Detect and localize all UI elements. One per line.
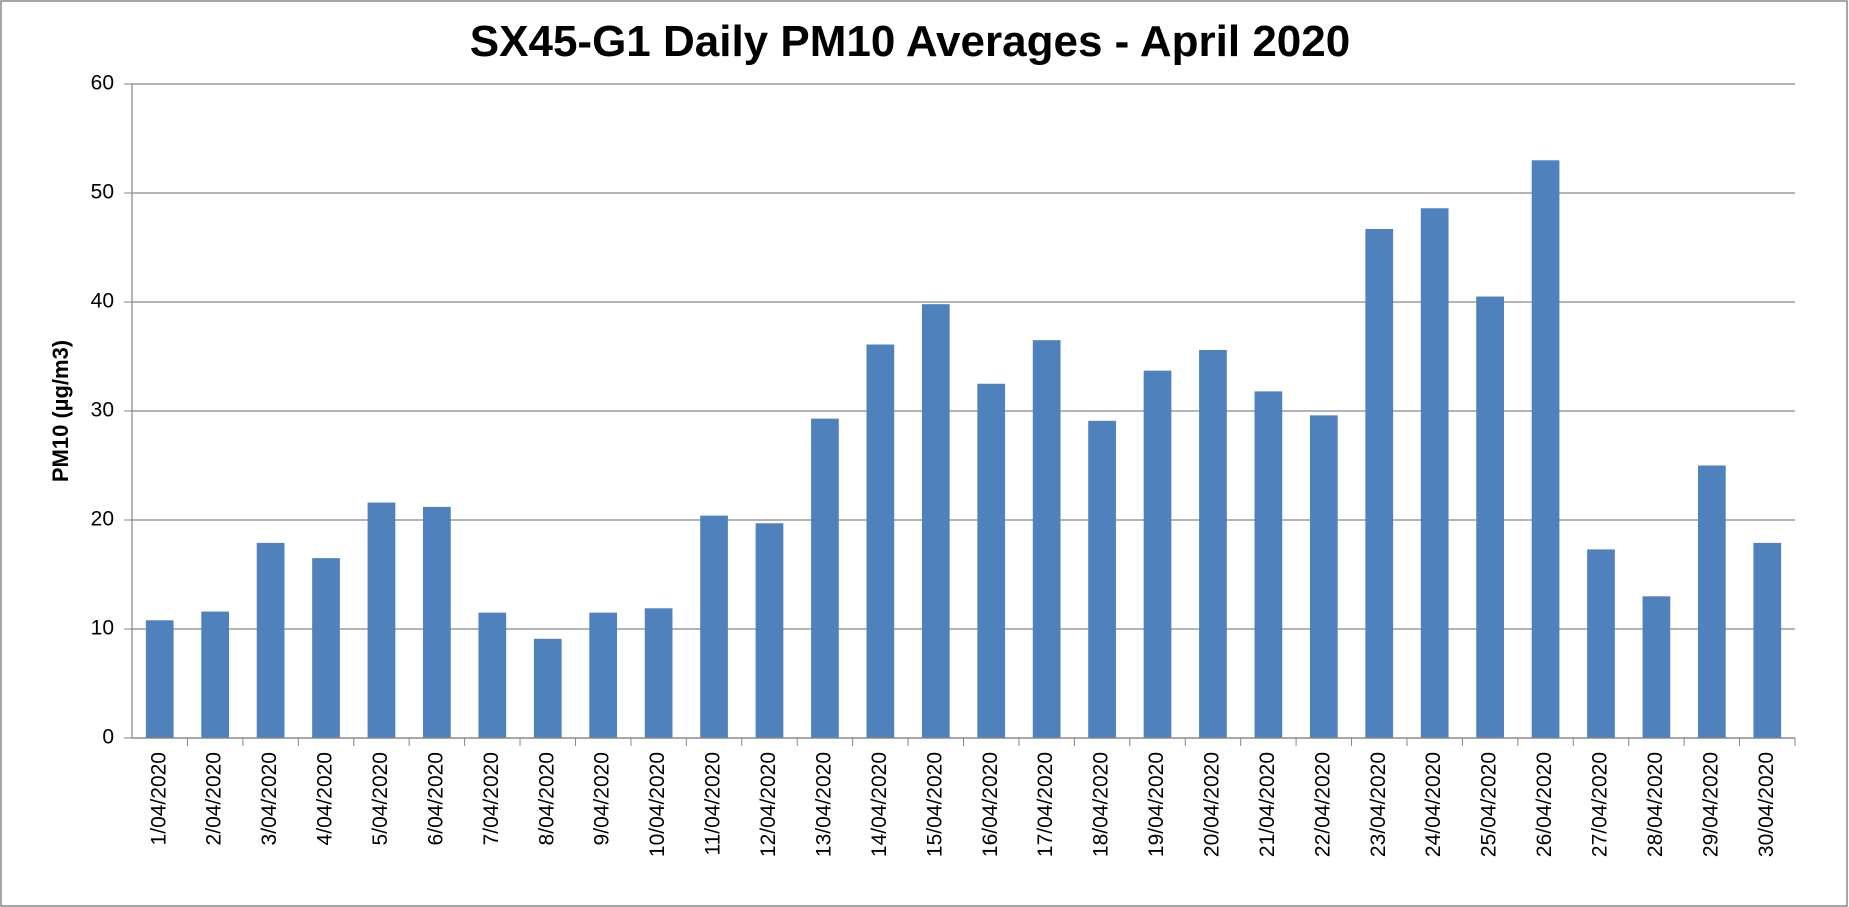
bar [1642, 596, 1671, 738]
x-tick-label: 2/04/2020 [203, 752, 226, 845]
x-tick-label: 16/04/2020 [979, 752, 1002, 857]
x-tick-label: 25/04/2020 [1478, 752, 1501, 857]
x-tick-label: 15/04/2020 [923, 752, 946, 857]
y-tick-label: 40 [91, 290, 114, 313]
bar [1697, 465, 1726, 738]
bar [478, 612, 507, 738]
x-tick-label: 20/04/2020 [1200, 752, 1223, 857]
x-tick-label: 19/04/2020 [1145, 752, 1168, 857]
y-tick-label: 60 [91, 72, 114, 95]
bar [1088, 420, 1116, 738]
chart-title: SX45-G1 Daily PM10 Averages - April 2020 [470, 17, 1350, 66]
x-tick-label: 23/04/2020 [1367, 752, 1390, 857]
bar [811, 418, 839, 738]
x-tick-label: 4/04/2020 [314, 752, 337, 845]
bar [1753, 542, 1782, 738]
x-tick-label: 17/04/2020 [1034, 752, 1057, 857]
bar [1587, 549, 1615, 738]
x-tick-label: 24/04/2020 [1422, 752, 1445, 857]
x-tick-label: 30/04/2020 [1755, 752, 1778, 857]
x-tick-label: 10/04/2020 [646, 752, 669, 857]
bar [1032, 340, 1061, 738]
y-tick-label: 0 [102, 726, 114, 749]
x-tick-label: 7/04/2020 [480, 752, 503, 845]
y-tick-label: 30 [91, 399, 114, 422]
bar [1365, 228, 1394, 738]
bar [921, 304, 950, 738]
x-tick-label: 11/04/2020 [702, 752, 725, 856]
y-tick-label: 50 [91, 181, 114, 204]
bar [866, 344, 895, 738]
bar [145, 620, 174, 738]
bar [1199, 349, 1227, 738]
x-tick-label: 14/04/2020 [868, 752, 891, 857]
x-tick-label: 28/04/2020 [1644, 752, 1667, 857]
bar [1476, 296, 1504, 738]
bar [423, 506, 451, 738]
x-tick-label: 5/04/2020 [369, 752, 392, 845]
bar [367, 502, 396, 738]
x-tick-label: 26/04/2020 [1533, 752, 1556, 857]
x-tick-label: 9/04/2020 [591, 752, 614, 845]
bar [1254, 391, 1283, 738]
x-tick-label: 18/04/2020 [1090, 752, 1113, 857]
bar [700, 515, 728, 738]
x-tick-label: 21/04/2020 [1256, 752, 1279, 857]
x-tick-label: 6/04/2020 [424, 752, 447, 845]
bar [312, 558, 340, 738]
bar [256, 542, 285, 738]
bar [755, 523, 784, 738]
x-tick-label: 27/04/2020 [1589, 752, 1612, 857]
bar [1531, 160, 1560, 739]
bar [533, 638, 562, 738]
x-tick-label: 3/04/2020 [258, 752, 281, 845]
x-tick-label: 1/04/2020 [147, 752, 170, 845]
x-tick-label: 12/04/2020 [757, 752, 780, 857]
x-tick-label: 22/04/2020 [1311, 752, 1334, 857]
bar [201, 611, 230, 738]
y-tick-label: 20 [91, 508, 114, 531]
bar [644, 608, 673, 738]
y-axis-label: PM10 (µg/m3) [48, 340, 73, 482]
x-tick-label: 13/04/2020 [812, 752, 835, 857]
y-tick-label: 10 [91, 617, 114, 640]
x-tick-label: 29/04/2020 [1699, 752, 1722, 857]
bar [977, 383, 1006, 738]
bar [1143, 370, 1172, 738]
bar [1420, 208, 1449, 738]
bar [1309, 415, 1338, 738]
bar [589, 612, 618, 738]
x-tick-label: 8/04/2020 [535, 752, 558, 845]
